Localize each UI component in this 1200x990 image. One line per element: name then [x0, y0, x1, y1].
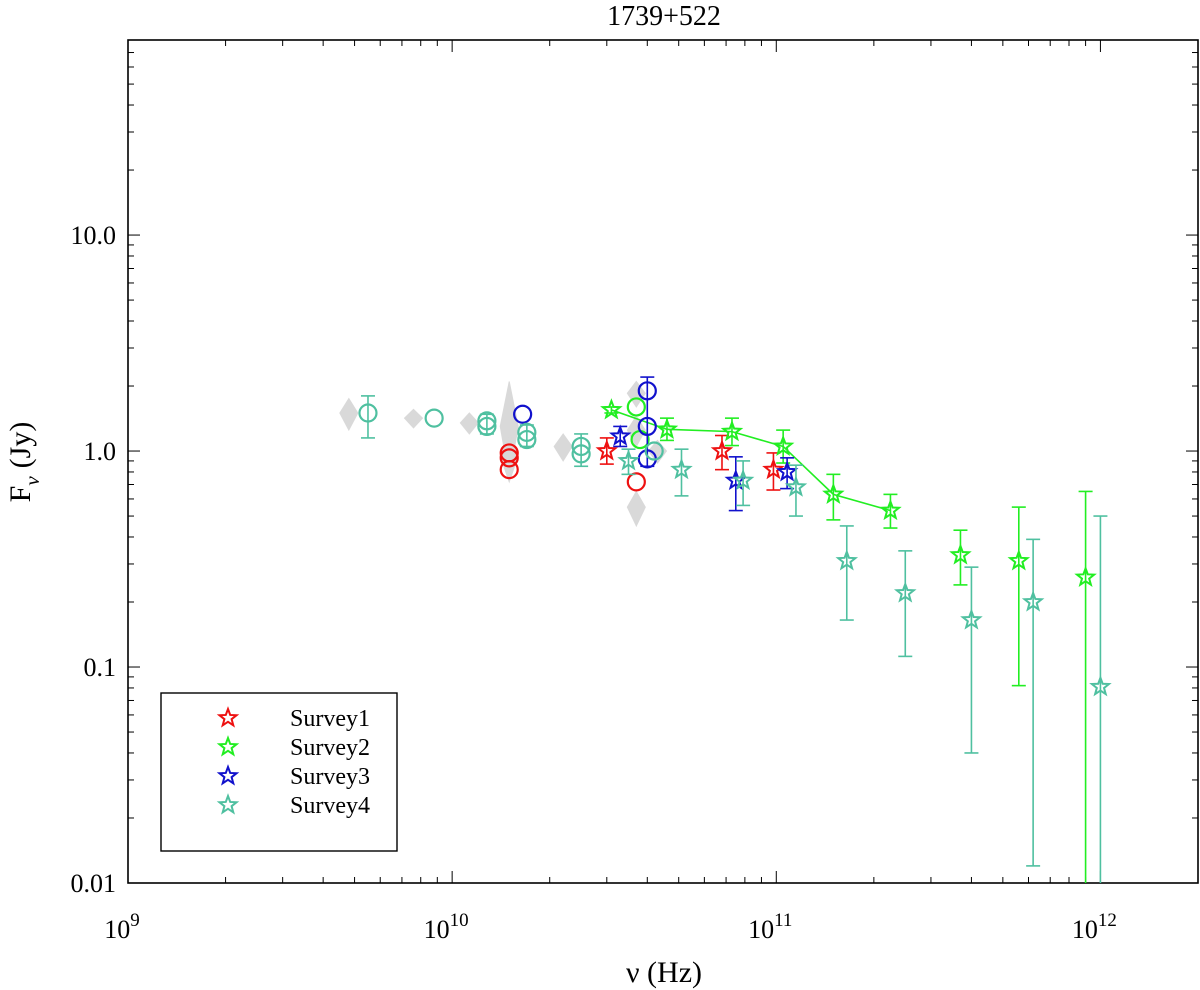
survey2-star-point [600, 398, 623, 420]
survey4-circle-point [477, 416, 497, 437]
survey4-circle-point [571, 444, 591, 464]
survey3-circle-point [513, 404, 533, 424]
legend-marker-survey1 [216, 706, 240, 728]
survey2-star-point [1074, 565, 1097, 587]
survey2-star-point [771, 434, 795, 457]
survey4-circle-point [424, 408, 444, 428]
survey2-circle-point [626, 397, 646, 417]
survey4-star-point [784, 475, 808, 497]
svg-text:Fν(Jy): Fν (Jy) [4, 422, 44, 503]
survey4-star-point [835, 549, 859, 571]
survey3-circle-point [637, 381, 657, 401]
survey4-star-point [1021, 590, 1045, 612]
legend-label-survey3: Survey3 [290, 764, 370, 790]
x-tick-label: 1012 [1072, 910, 1117, 944]
legend-box [160, 692, 398, 852]
background-points [339, 380, 668, 528]
legend: Survey1 Survey2 Survey3 Survey4 [160, 692, 398, 852]
legend-marker-survey2 [216, 735, 240, 757]
survey4-star-point [731, 468, 755, 491]
background-point [553, 433, 573, 462]
legend-label-survey4: Survey4 [290, 793, 370, 819]
legend-marker-survey4 [216, 793, 240, 815]
x-tick-labels: 109 1010 1011 1012 [104, 910, 1117, 944]
x-tick-label: 1011 [748, 910, 792, 944]
y-axis-label-main: F [4, 486, 37, 503]
axis-ticks [127, 39, 1199, 884]
y-tick-label: 0.1 [84, 653, 117, 682]
survey2-star-point [655, 417, 679, 439]
legend-label-survey2: Survey2 [290, 735, 370, 761]
survey4-star-point [960, 608, 983, 630]
series-survey4 [358, 395, 1112, 883]
series-layer [358, 376, 1112, 883]
survey4-star-point [617, 449, 640, 471]
survey3-star-point [608, 424, 632, 446]
survey4-star-point [1089, 674, 1112, 697]
x-tick-label: 1010 [424, 910, 469, 944]
y-axis-label-sub: ν [20, 476, 44, 486]
survey4-circle-point [358, 403, 378, 423]
survey3-circle-point [637, 416, 657, 437]
survey3-star-point [775, 460, 799, 482]
y-axis-label: Fν (Jy) [4, 422, 44, 503]
survey2-star-point [949, 543, 972, 565]
series-survey1 [499, 434, 785, 492]
series-survey2 [600, 397, 1097, 883]
survey3-star-point [724, 468, 748, 491]
survey1-star-point [710, 439, 734, 461]
survey2-star-point [879, 498, 902, 521]
survey2-star-point [822, 482, 845, 504]
legend-marker-survey3 [216, 764, 240, 786]
y-tick-label: 10.0 [71, 221, 117, 250]
survey2-star-point [720, 419, 744, 442]
survey1-circle-point [499, 448, 519, 468]
legend-label-survey1: Survey1 [290, 706, 370, 732]
x-axis-label: ν (Hz) [626, 956, 702, 989]
series-survey3 [513, 376, 799, 512]
survey4-circle-point [477, 411, 497, 431]
x-tick-label: 109 [104, 910, 140, 944]
survey1-circle-point [626, 472, 646, 492]
survey1-star-point [762, 457, 785, 480]
survey1-circle-point [499, 460, 519, 480]
background-point [626, 380, 646, 408]
y-tick-label: 0.01 [71, 869, 117, 898]
survey4-circle-point [517, 429, 537, 450]
survey2-star-point [1007, 549, 1031, 571]
chart-title: 1739+522 [607, 1, 721, 32]
y-tick-labels: 0.01 0.1 1.0 10.0 [71, 221, 117, 898]
survey4-star-point [670, 457, 693, 480]
survey4-circle-point [517, 422, 537, 442]
survey4-star-point [893, 581, 917, 603]
survey4-circle-point [644, 441, 664, 461]
survey1-star-point [595, 439, 619, 461]
background-point [626, 490, 646, 528]
background-point [459, 412, 480, 435]
background-point [403, 408, 424, 429]
y-axis-label-unit: (Jy) [4, 422, 37, 469]
background-point [339, 397, 359, 432]
y-tick-label: 1.0 [84, 437, 117, 466]
survey4-circle-point [571, 436, 591, 457]
plot-frame [127, 39, 1199, 884]
